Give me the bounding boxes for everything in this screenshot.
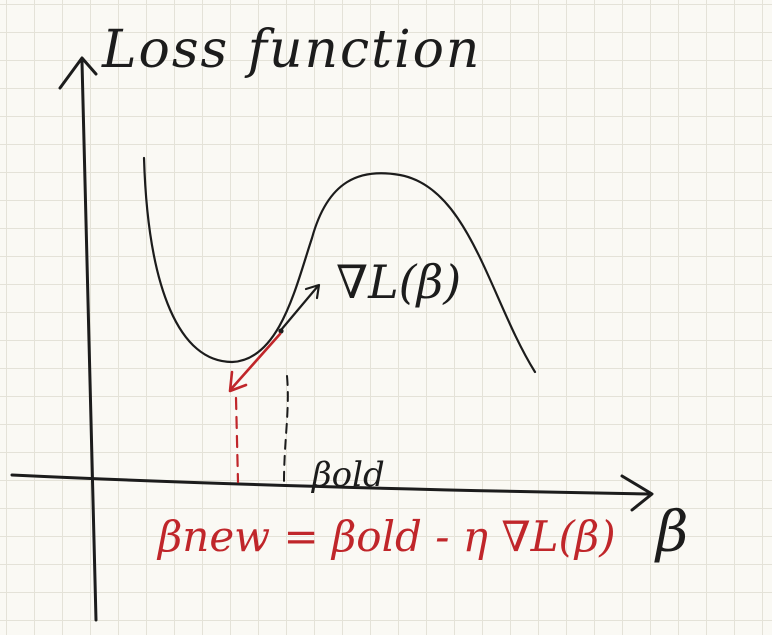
loss-curve <box>142 156 537 374</box>
beta-old-label: βold <box>312 455 385 495</box>
y-axis-label: Loss function <box>102 20 482 80</box>
beta-old-guide-line <box>283 375 289 483</box>
current-point-marker <box>278 328 284 334</box>
beta-new-guide-line <box>234 396 240 484</box>
gradient-label: ∇L(β) <box>336 255 462 309</box>
y-axis-line <box>80 60 98 622</box>
descent-arrow-shaft <box>230 332 282 390</box>
gradient-arrow-shaft <box>279 284 320 332</box>
update-rule-formula: βnew = βold - η ∇L(β) <box>158 512 616 561</box>
x-axis-arrowhead <box>620 474 654 512</box>
descent-arrowhead <box>228 370 248 393</box>
y-axis-arrowhead <box>58 56 98 90</box>
gradient-arrowhead <box>304 283 321 300</box>
x-axis-label: β <box>656 500 689 565</box>
x-axis-line <box>10 473 650 496</box>
